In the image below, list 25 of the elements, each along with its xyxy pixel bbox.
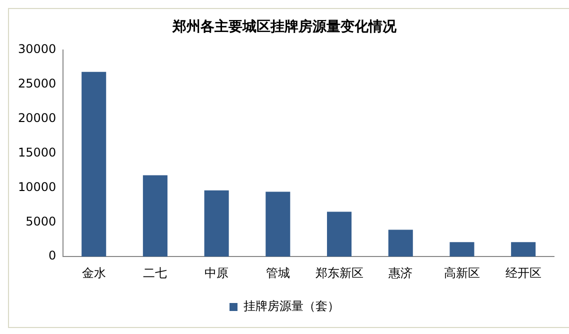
legend-label: 挂牌房源量（套） [244,299,340,314]
y-tick-label: 0 [48,248,56,263]
bar [450,242,474,257]
x-tick-label: 管城 [266,266,290,280]
bar [142,175,168,257]
chart-title: 郑州各主要城区挂牌房源量变化情况 [172,18,398,36]
y-tick-label: 15000 [18,145,56,160]
x-tick-label: 金水 [82,266,106,280]
x-tick-label: 二七 [143,266,168,280]
y-tick-label: 30000 [18,42,56,56]
x-tick-label: 中原 [204,266,229,280]
bar [266,192,290,257]
bar [82,72,106,257]
x-tick-label: 高新区 [444,266,480,280]
y-tick-label: 10000 [18,180,56,194]
x-tick-label: 经开区 [505,266,542,280]
bar [388,230,413,257]
bar [511,242,536,257]
x-tick-label: 惠济 [388,266,413,280]
y-tick-label: 20000 [18,110,56,125]
y-tick-label: 5000 [26,214,56,228]
bar [204,190,229,257]
y-tick-label: 25000 [18,76,56,90]
bar [326,212,352,257]
x-tick-label: 郑东新区 [315,266,364,280]
